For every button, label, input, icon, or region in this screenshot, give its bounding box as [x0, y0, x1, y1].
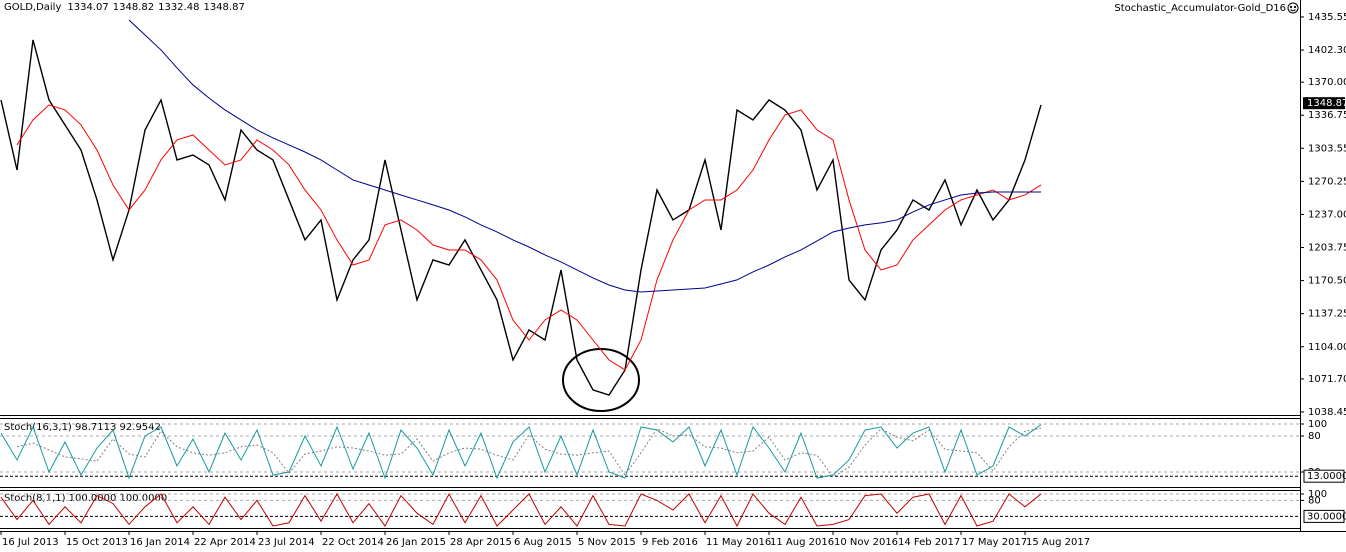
y-tick-label: 1137.25: [1308, 309, 1346, 320]
level-label: 30.0000: [1307, 511, 1346, 522]
y-tick-label: 1270.25: [1308, 176, 1346, 187]
frame: [0, 0, 1346, 532]
y-tick-label: 1071.70: [1308, 374, 1346, 385]
x-tick-label: 22 Oct 2014: [322, 537, 384, 548]
y-tick-label: 80: [1308, 431, 1321, 442]
x-tick-label: 11 Aug 2016: [770, 537, 834, 548]
high: 1348.82: [113, 2, 154, 13]
highlight-circle: [562, 348, 640, 412]
y-tick-label: 1402.30: [1308, 45, 1346, 56]
level-label-box: [1303, 469, 1345, 483]
x-tick-label: 11 May 2016: [706, 537, 771, 548]
panel-title: Stoch(8,1,1) 100.0000 100.0000: [4, 493, 167, 504]
series-line: [0, 39, 1042, 396]
expert-name: Stochastic_Accumulator-Gold_D16: [1114, 3, 1286, 14]
x-tick-label: 9 Feb 2016: [642, 537, 698, 548]
x-tick-label: 15 Oct 2013: [66, 537, 128, 548]
x-tick-label: 14 Feb 2017: [898, 537, 960, 548]
y-tick-label: 80: [1308, 495, 1321, 506]
x-tick-label: 10 Nov 2016: [834, 537, 898, 548]
y-tick-label: 1104.00: [1308, 342, 1346, 353]
x-tick-label: 23 Jul 2014: [258, 537, 315, 548]
y-tick-label: 1170.50: [1308, 276, 1346, 287]
x-tick-label: 28 Apr 2015: [450, 537, 512, 548]
x-tick-label: 16 Jul 2013: [2, 537, 59, 548]
y-tick-label: 1038.45: [1308, 407, 1346, 418]
y-tick-label: 1237.00: [1308, 209, 1346, 220]
smiley-icon: [1287, 2, 1299, 14]
y-tick-label: 1336.75: [1308, 110, 1346, 121]
close: 1348.87: [203, 2, 244, 13]
series-line: [128, 19, 1041, 293]
x-tick-label: 17 May 2017: [962, 537, 1027, 548]
chart-title: GOLD,Daily 1334.07 1348.82 1332.48 1348.87: [4, 2, 245, 13]
open: 1334.07: [67, 2, 108, 13]
series-line: [0, 492, 1042, 528]
y-tick-label: 1370.00: [1308, 77, 1346, 88]
x-tick-label: 15 Aug 2017: [1026, 537, 1090, 548]
y-tick-label: 100: [1308, 419, 1327, 430]
level-label-box: [1303, 509, 1345, 523]
panel-title: Stoch(16,3,1) 98.7113 92.9542: [4, 422, 161, 433]
level-label: 13.0000: [1307, 471, 1346, 482]
low: 1332.48: [158, 2, 199, 13]
x-tick-label: 22 Apr 2014: [194, 537, 256, 548]
x-tick-label: 16 Jan 2014: [130, 537, 190, 548]
x-tick-label: 5 Nov 2015: [578, 537, 636, 548]
x-tick-label: 26 Jan 2015: [386, 537, 446, 548]
y-tick-label: 1303.55: [1308, 143, 1346, 154]
series-line: [0, 424, 1042, 480]
y-tick-label: 100: [1308, 489, 1327, 500]
y-tick-label: 1435.55: [1308, 12, 1346, 23]
price-box: [1303, 97, 1345, 110]
symbol: GOLD,Daily: [4, 2, 61, 13]
y-tick-label: 1203.75: [1308, 243, 1346, 254]
price-label: 1348.87: [1307, 98, 1346, 109]
series-line: [16, 427, 1042, 478]
x-tick-label: 6 Aug 2015: [514, 537, 572, 548]
series-line: [16, 104, 1042, 371]
